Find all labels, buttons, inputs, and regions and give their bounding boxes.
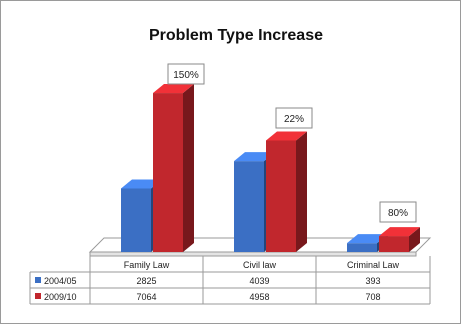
- table-value: 4958: [249, 292, 269, 302]
- table-category-label: Civil law: [243, 260, 277, 270]
- table-value: 7064: [136, 292, 156, 302]
- table-value: 393: [365, 276, 380, 286]
- bar: [153, 84, 194, 252]
- bar-front: [234, 161, 264, 252]
- bar-top: [234, 152, 275, 162]
- table-value: 4039: [249, 276, 269, 286]
- table-category-label: Criminal Law: [347, 260, 400, 270]
- bar-top: [153, 84, 194, 94]
- legend-swatch: [35, 277, 41, 283]
- table-value: 2825: [136, 276, 156, 286]
- annotation-label: 22%: [284, 114, 304, 125]
- bar-top: [379, 227, 420, 237]
- bar-front: [347, 243, 377, 252]
- bar-front: [153, 93, 183, 252]
- chart-floor-edge: [89, 251, 417, 257]
- bar-side: [183, 84, 194, 252]
- bar-side: [409, 227, 420, 252]
- annotation-label: 150%: [173, 70, 199, 81]
- bar: [379, 227, 420, 252]
- bar: [266, 131, 307, 252]
- table-category-label: Family Law: [124, 260, 170, 270]
- table-value: 708: [365, 292, 380, 302]
- chart-title: Problem Type Increase: [149, 27, 323, 44]
- annotation-box: [379, 201, 417, 223]
- legend-swatch: [35, 293, 41, 299]
- annotation-box: [275, 107, 313, 129]
- bar-side: [296, 131, 307, 252]
- bar-top: [121, 179, 162, 189]
- bar-front: [266, 140, 296, 252]
- annotation-box: [167, 63, 205, 85]
- legend-label: 2009/10: [44, 292, 77, 302]
- bar-top: [266, 131, 307, 141]
- bar-front: [121, 188, 151, 252]
- legend-label: 2004/05: [44, 276, 77, 286]
- bar-front: [379, 236, 409, 252]
- bar-top: [347, 234, 388, 244]
- annotation-label: 80%: [388, 208, 408, 219]
